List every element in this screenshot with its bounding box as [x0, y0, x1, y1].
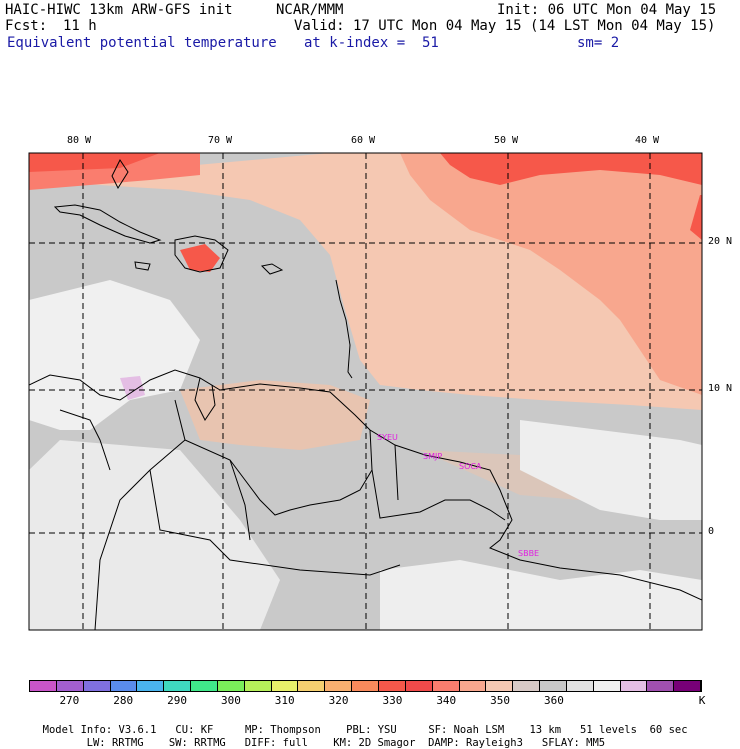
colorbar-swatch [217, 681, 245, 691]
colorbar-tick-label: 350 [490, 694, 511, 707]
station-label: SYEU [377, 433, 398, 442]
lon-label: 50 W [494, 135, 519, 146]
footer-item: Model Info: V3.6.1 [42, 724, 157, 736]
graticule [29, 153, 702, 630]
field-name: Equivalent potential temperature [7, 35, 277, 51]
colorbar-swatch [566, 681, 594, 691]
colorbar-swatch [432, 681, 460, 691]
footer-item: LW: RRTMG [86, 737, 144, 749]
valid-time: Valid: 17 UTC Mon 04 May 15 (14 LST Mon … [294, 18, 716, 34]
colorbar-swatch [83, 681, 111, 691]
lon-label: 60 W [351, 135, 376, 146]
colorbar-tick-label: 330 [382, 694, 403, 707]
colorbar-tick-label: 290 [167, 694, 187, 707]
level-label: at k-index = 51 [304, 35, 439, 51]
footer-item: KM: 2D Smagor [333, 737, 416, 749]
colorbar-swatch [674, 681, 702, 691]
colorbar-tick-label: 270 [59, 694, 80, 707]
colorbar-swatch [137, 681, 165, 691]
colorbar-swatch [593, 681, 621, 691]
footer-item: SF: Noah LSM [428, 724, 505, 736]
footer-item: 60 sec [649, 724, 688, 736]
model-info-line1: Model Info: V3.6.1 CU: KF MP: Thompson P… [30, 712, 688, 736]
footer-item: MP: Thompson [244, 724, 321, 736]
lon-label: 70 W [208, 135, 233, 146]
coastlines [29, 159, 702, 630]
theta-e-field [29, 153, 702, 630]
colorbar-swatch [298, 681, 326, 691]
footer-item: 51 levels [580, 724, 637, 736]
colorbar-swatch [647, 681, 675, 691]
model-info-line2: LW: RRTMG SW: RRTMG DIFF: full KM: 2D Sm… [74, 725, 605, 749]
footer-item: SFLAY: MM5 [541, 737, 606, 749]
lat-label: 0 [708, 526, 715, 537]
colorbar-swatch [110, 681, 138, 691]
colorbar-swatch [352, 681, 379, 691]
footer-item: DIFF: full [244, 737, 308, 749]
footer-item: DAMP: Rayleigh3 [428, 737, 523, 749]
lon-label: 40 W [635, 135, 660, 146]
colorbar-swatch [405, 681, 433, 691]
station-label: SOCA [459, 462, 482, 471]
colorbar-swatch [191, 681, 218, 691]
lat-label: 20 N [708, 236, 733, 247]
footer-item: 13 km [529, 724, 562, 736]
footer-item: PBL: YSU [346, 724, 397, 736]
colorbar-swatch [620, 681, 648, 691]
colorbar-tick-label: 280 [113, 694, 134, 707]
init-time: Init: 06 UTC Mon 04 May 15 [497, 2, 717, 18]
colorbar-tick-label: 310 [274, 694, 295, 707]
model-title: HAIC-HIWC 13km ARW-GFS init [5, 2, 233, 18]
colorbar-tick-label: 340 [436, 694, 457, 707]
colorbar-swatch [513, 681, 541, 691]
colorbar-swatch [486, 681, 514, 691]
lon-label: 80 W [67, 135, 92, 146]
colorbar-unit: K [698, 694, 706, 707]
colorbar-swatch [164, 681, 192, 691]
colorbar-swatch [459, 681, 487, 691]
org-label: NCAR/MMM [276, 2, 344, 18]
lat-label: 10 N [708, 383, 733, 394]
station-label: SBBE [518, 549, 539, 558]
footer-item: SW: RRTMG [168, 737, 226, 749]
colorbar-swatch [271, 681, 299, 691]
colorbar [29, 680, 702, 692]
forecast-hour: 11 h [63, 18, 97, 34]
colorbar-tick-label: 300 [220, 694, 241, 707]
colorbar-swatch [325, 681, 353, 691]
smoothing-label: sm= 2 [577, 35, 620, 51]
colorbar-swatch [244, 681, 272, 691]
forecast-label: Fcst: [5, 18, 48, 34]
colorbar-tick-label: 320 [328, 694, 349, 707]
colorbar-swatch [56, 681, 84, 691]
station-label: SMJP [423, 452, 442, 461]
colorbar-swatch [378, 681, 406, 691]
colorbar-swatch [30, 681, 57, 691]
colorbar-tick-label: 360 [544, 694, 564, 707]
map-frame [28, 152, 703, 631]
colorbar-swatch [540, 681, 567, 691]
footer-item: CU: KF [175, 724, 214, 736]
